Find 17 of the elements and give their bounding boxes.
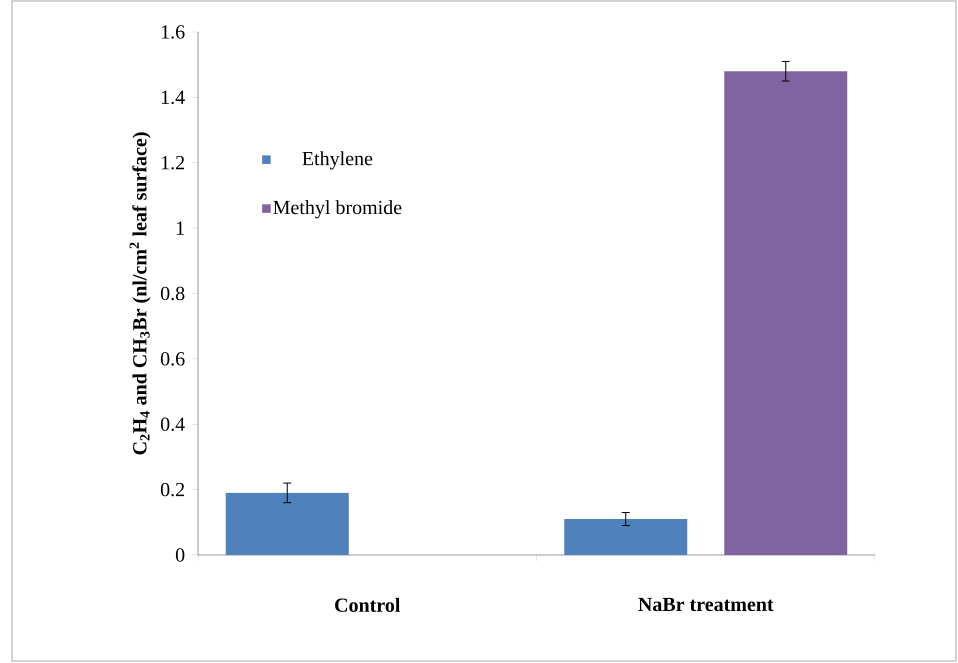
y-tick-label: 0.6 (160, 352, 185, 366)
bar (226, 492, 349, 555)
y-tick-label: 0.2 (160, 482, 184, 496)
x-tick-label: Control (335, 598, 400, 612)
bar (564, 519, 688, 555)
x-tick-label: NaBr treatment (638, 598, 774, 612)
y-tick-label: 1.4 (162, 90, 185, 104)
legend-label: Methyl bromide (273, 200, 402, 218)
y-tick-label: 1.2 (162, 156, 184, 170)
bar (724, 71, 848, 555)
y-tick-label: 0.4 (160, 417, 185, 432)
y-tick-label: 0.8 (160, 286, 184, 300)
legend-label: Ethylene (302, 151, 372, 170)
y-tick-label: 1.6 (162, 25, 185, 39)
y-tick-label: 0 (176, 548, 184, 562)
y-tick-label: 1 (176, 222, 184, 235)
text: C$_{2}$H$_{4}$ and CH$_{3}$Br (nl/cm$^{2}$ leaf surface) (130, 132, 151, 454)
